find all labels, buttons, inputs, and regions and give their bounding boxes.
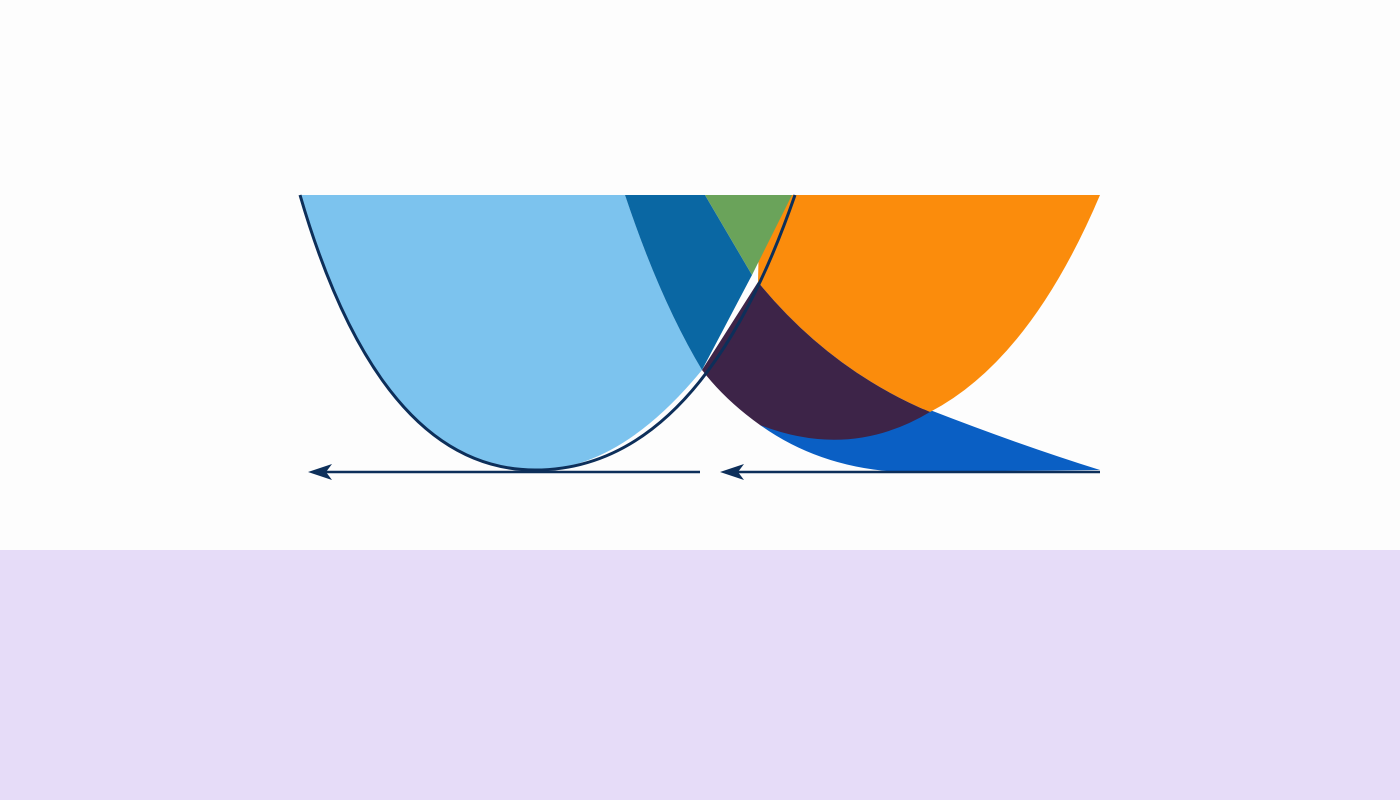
lavender-band bbox=[0, 550, 1400, 800]
dark-blue-section bbox=[625, 195, 752, 370]
bowl-outline bbox=[298, 194, 797, 472]
green-triangle bbox=[705, 195, 792, 275]
orange-bowl bbox=[758, 195, 1100, 412]
arrow-left-icon bbox=[720, 464, 1100, 480]
arrow-left-icon bbox=[308, 464, 700, 480]
purple-overlap bbox=[702, 282, 930, 440]
